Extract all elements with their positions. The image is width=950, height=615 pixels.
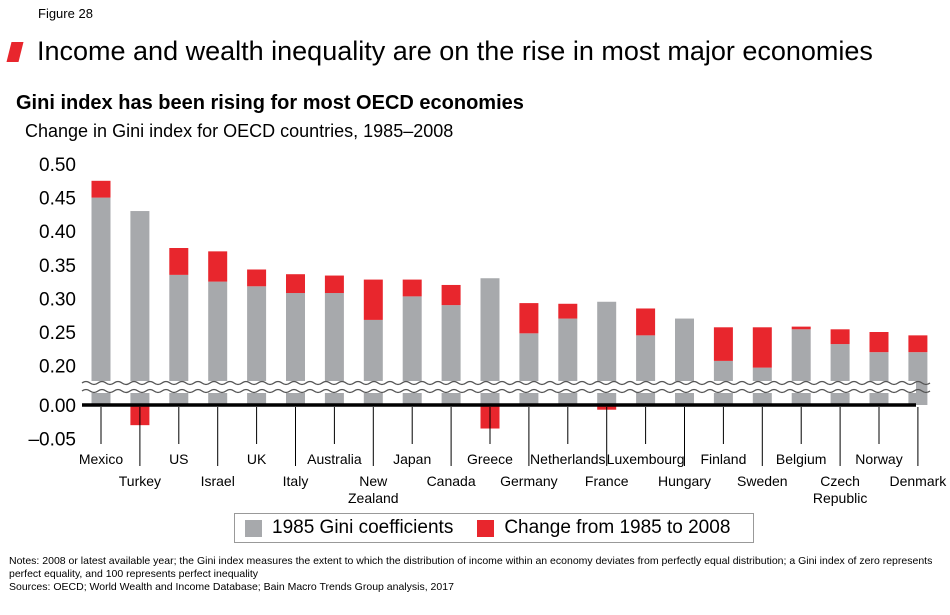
y-tick-label: 0.25 [39, 323, 76, 344]
bar-1985 [91, 197, 111, 405]
y-tick-label: 0.35 [39, 256, 76, 277]
y-tick-label: –0.05 [28, 430, 76, 451]
bar-1985 [208, 281, 228, 405]
bar-1985 [286, 293, 305, 405]
bar-change [636, 308, 656, 336]
legend-swatch-1985 [245, 519, 262, 537]
bar-change [713, 327, 733, 361]
legend-item-1985: 1985 Gini coefficients [245, 517, 453, 539]
bar-1985 [480, 278, 500, 405]
bar-1985 [908, 352, 928, 405]
bar-change [869, 332, 889, 353]
chart-subtitle: Change in Gini index for OECD countries,… [25, 121, 454, 141]
y-tick-label: 0.40 [39, 222, 76, 243]
bar-1985 [169, 274, 189, 405]
category-label: Belgium [776, 451, 827, 467]
bar-change [791, 326, 811, 330]
bar-1985 [130, 211, 150, 405]
category-label: Turkey [119, 473, 161, 489]
category-label: Denmark [890, 473, 948, 489]
bar-change [441, 284, 461, 306]
category-label: Zealand [348, 490, 399, 506]
figure-label: Figure 28 [38, 6, 93, 21]
bar-change [286, 274, 305, 294]
bar-change [247, 269, 267, 287]
bar-1985 [247, 286, 267, 405]
bar-change [830, 329, 850, 345]
bar-change [91, 180, 111, 198]
sources-text: Sources: OECD; World Wealth and Income D… [9, 581, 454, 593]
bar-change [519, 303, 539, 334]
axis-break-line [81, 388, 931, 394]
category-label: Czech [820, 473, 860, 489]
axis-break-line [81, 380, 931, 386]
category-label: Netherlands [530, 451, 606, 467]
category-label: UK [247, 451, 267, 467]
bar-change [558, 303, 578, 319]
legend-swatch-change [477, 519, 495, 537]
category-label: Finland [700, 451, 746, 467]
bar-change [324, 275, 344, 294]
category-label: Germany [500, 473, 558, 489]
bar-1985 [441, 305, 461, 405]
footnotes: Notes: 2008 or latest available year; th… [9, 555, 939, 594]
category-label: Canada [427, 473, 476, 489]
category-label: Australia [307, 451, 362, 467]
category-label: Sweden [737, 473, 788, 489]
bar-1985 [402, 296, 422, 405]
category-label: Republic [813, 490, 867, 506]
bar-1985 [830, 344, 850, 405]
y-tick-label: 0.50 [39, 155, 76, 176]
bar-change [363, 279, 383, 320]
category-label: Hungary [658, 473, 711, 489]
bar-1985 [519, 333, 539, 405]
bar-1985 [636, 335, 656, 405]
category-label: Italy [283, 473, 309, 489]
category-label: France [585, 473, 629, 489]
bar-1985 [791, 329, 811, 405]
category-label: Luxembourg [607, 451, 685, 467]
bar-change [752, 327, 772, 368]
bar-change [169, 248, 189, 275]
bar-1985 [869, 352, 889, 405]
category-label: Israel [201, 473, 235, 489]
y-tick-label: 0.00 [39, 396, 76, 417]
headline: Income and wealth inequality are on the … [37, 36, 873, 66]
legend-label-change: Change from 1985 to 2008 [504, 517, 731, 538]
bar-change [402, 279, 422, 297]
category-label: Japan [393, 451, 431, 467]
legend-item-change: Change from 1985 to 2008 [477, 517, 730, 539]
category-label: Greece [467, 451, 513, 467]
y-tick-label: 0.20 [39, 357, 76, 378]
bar-change [908, 335, 928, 353]
bar-change [208, 251, 228, 282]
bar-1985 [597, 301, 617, 405]
y-tick-label: 0.30 [39, 289, 76, 310]
category-label: Norway [855, 451, 902, 467]
category-label: Mexico [79, 451, 124, 467]
y-tick-label: 0.45 [39, 189, 76, 210]
notes-text: Notes: 2008 or latest available year; th… [9, 555, 933, 580]
bar-1985 [324, 293, 344, 405]
chart-title: Gini index has been rising for most OECD… [16, 92, 524, 114]
legend-label-1985: 1985 Gini coefficients [272, 517, 454, 538]
category-label: New [359, 473, 388, 489]
legend: 1985 Gini coefficients Change from 1985 … [234, 513, 754, 543]
category-label: US [169, 451, 188, 467]
